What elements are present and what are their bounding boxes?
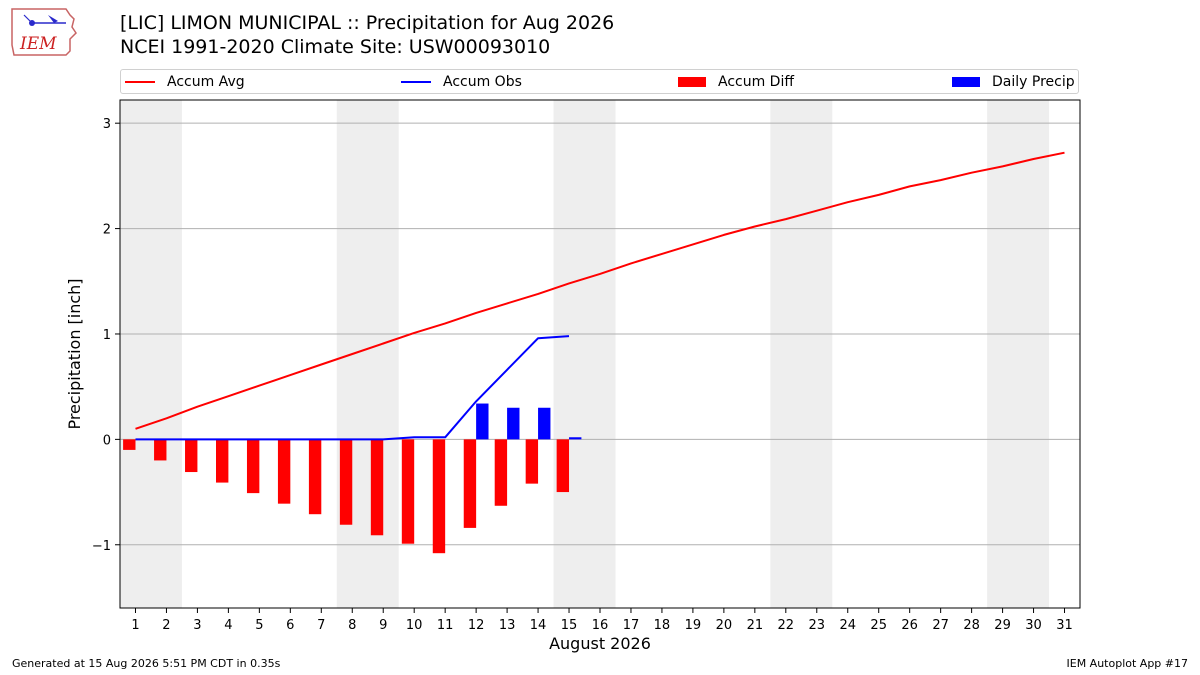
legend-swatch-accum-avg — [125, 81, 155, 83]
chart-title: [LIC] LIMON MUNICIPAL :: Precipitation f… — [120, 12, 615, 34]
x-tick-label: 1 — [131, 618, 139, 633]
x-tick-label: 16 — [592, 618, 609, 633]
chart-subtitle: NCEI 1991-2020 Climate Site: USW00093010 — [120, 36, 551, 58]
x-tick-label: 12 — [468, 618, 485, 633]
x-tick-label: 29 — [994, 618, 1011, 633]
accum-diff-bar — [154, 439, 167, 461]
x-tick-label: 28 — [963, 618, 980, 633]
legend: Accum Avg Accum Obs Accum Diff Daily Pre… — [120, 69, 1079, 94]
x-tick-label: 23 — [809, 618, 826, 633]
app-label: IEM Autoplot App #17 — [1066, 657, 1189, 670]
accum-diff-bar — [556, 439, 570, 493]
x-tick-label: 21 — [747, 618, 764, 633]
x-tick-label: 15 — [561, 618, 578, 633]
x-tick-label: 6 — [286, 618, 294, 633]
x-tick-label: 9 — [379, 618, 387, 633]
bars — [123, 403, 582, 554]
y-tick-label: 0 — [103, 433, 111, 448]
x-tick-label: 25 — [870, 618, 887, 633]
accum-diff-bar — [401, 439, 415, 544]
accum-diff-bar — [339, 439, 353, 525]
legend-swatch-daily-precip — [952, 77, 980, 87]
daily-precip-bar — [507, 407, 520, 440]
weekend-shading — [120, 100, 1050, 608]
weekend-shade-band — [987, 100, 1050, 608]
lines — [135, 151, 1065, 441]
x-tick-label: 11 — [437, 618, 454, 633]
legend-item-accum-diff: Accum Diff — [678, 73, 794, 91]
daily-precip-bar — [538, 407, 551, 440]
x-tick-label: 3 — [193, 618, 201, 633]
y-tick-label: −1 — [92, 539, 111, 554]
x-tick-label: 22 — [778, 618, 795, 633]
y-tick-label: 1 — [103, 328, 111, 343]
x-axis-label: August 2026 — [549, 634, 651, 653]
x-tick-label: 10 — [406, 618, 423, 633]
y-tick-label: 3 — [103, 117, 111, 132]
x-tick-label: 18 — [654, 618, 671, 633]
legend-label-daily-precip: Daily Precip — [992, 74, 1075, 90]
accum-diff-bar — [370, 439, 384, 536]
weekend-shade-band — [770, 100, 833, 608]
ticks: 1 2 3 4 5 6 7 8 9 10 11 12 13 14 15 16 17 18 19 20 21 22 23 24 2… — [92, 117, 1073, 633]
accum-diff-bar — [463, 439, 477, 528]
legend-swatch-accum-obs — [401, 81, 431, 83]
accum-diff-bar — [185, 439, 198, 473]
daily-precip-bar — [569, 437, 582, 440]
x-tick-label: 4 — [224, 618, 232, 633]
y-axis-label: Precipitation [inch] — [65, 278, 84, 429]
accum-diff-bar — [123, 439, 136, 450]
legend-label-accum-diff: Accum Diff — [718, 74, 795, 90]
weekend-shade-band — [336, 100, 399, 608]
generated-timestamp: Generated at 15 Aug 2026 5:51 PM CDT in … — [12, 657, 281, 670]
accum-diff-bar — [494, 439, 508, 506]
x-tick-label: 5 — [255, 618, 263, 633]
accum-diff-bar — [216, 439, 229, 483]
x-tick-label: 20 — [716, 618, 733, 633]
accum-diff-bar — [308, 439, 322, 515]
x-tick-label: 7 — [317, 618, 325, 633]
accum-avg-line — [135, 151, 1065, 430]
x-tick-label: 31 — [1056, 618, 1073, 633]
x-tick-label: 13 — [499, 618, 516, 633]
iowa-outline-icon — [11, 8, 77, 56]
x-tick-label: 2 — [162, 618, 170, 633]
x-tick-label: 30 — [1025, 618, 1042, 633]
legend-swatch-accum-diff — [678, 77, 706, 87]
legend-label-accum-avg: Accum Avg — [167, 74, 245, 90]
x-tick-label: 8 — [348, 618, 356, 633]
x-tick-label: 27 — [932, 618, 949, 633]
legend-label-accum-obs: Accum Obs — [443, 74, 522, 90]
daily-precip-bar — [476, 403, 489, 440]
x-tick-label: 26 — [901, 618, 918, 633]
legend-item-accum-avg: Accum Avg — [125, 73, 245, 91]
accum-diff-bar — [246, 439, 260, 494]
accum-diff-bar — [525, 439, 539, 484]
x-tick-label: 19 — [685, 618, 702, 633]
accum-diff-bar — [432, 439, 446, 554]
x-tick-label: 17 — [623, 618, 640, 633]
weekend-shade-band — [120, 100, 182, 608]
accum-diff-bar — [277, 439, 291, 504]
iem-logo: IEM — [8, 5, 80, 59]
legend-item-daily-precip: Daily Precip — [952, 73, 1075, 91]
x-tick-label: 14 — [530, 618, 547, 633]
x-tick-label: 24 — [839, 618, 856, 633]
svg-text:IEM: IEM — [19, 34, 57, 54]
legend-item-accum-obs: Accum Obs — [401, 73, 522, 91]
y-tick-label: 2 — [103, 223, 111, 238]
weekend-shade-band — [553, 100, 616, 608]
accum-obs-line — [135, 335, 570, 441]
